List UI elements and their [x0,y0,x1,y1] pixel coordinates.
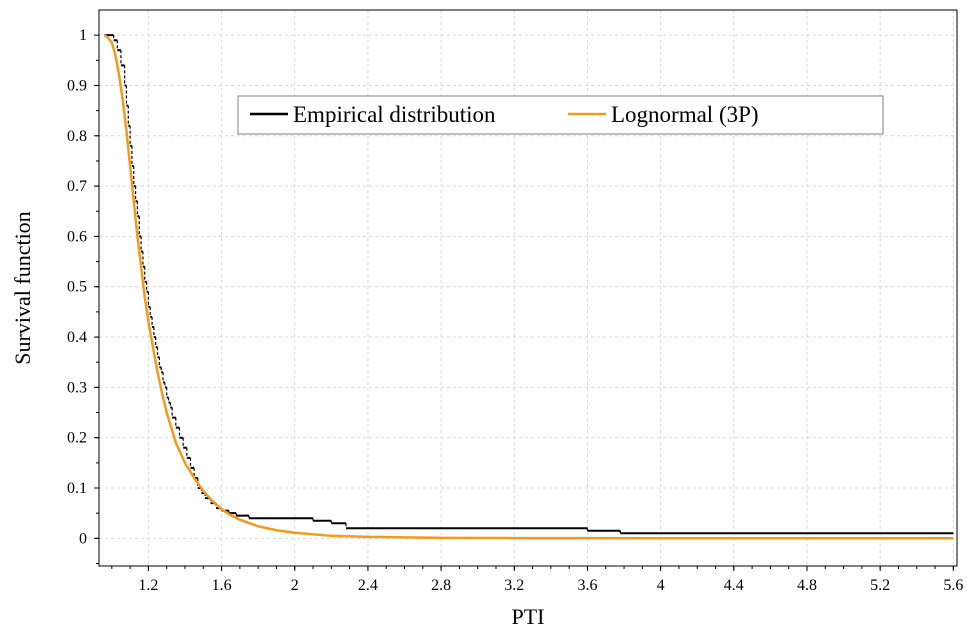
y-tick-label: 0.5 [67,279,87,296]
legend-label-lognormal: Lognormal (3P) [611,102,759,127]
x-tick-label: 2 [291,577,299,594]
x-tick-label: 4.8 [797,577,817,594]
y-tick-label: 0.3 [67,379,87,396]
y-tick-label: 0.4 [67,329,87,346]
x-tick-label: 5.2 [870,577,890,594]
legend-box [237,95,884,135]
x-axis-title: PTI [512,604,545,629]
x-tick-label: 5.6 [943,577,963,594]
x-tick-label: 2.4 [358,577,378,594]
x-tick-labels: 1.2 1.6 2 2.4 2.8 3.2 3.6 4 4.4 4.8 5.2 5.6 [138,577,963,594]
y-tick-label: 0.9 [67,77,87,94]
empirical-step-horizontal [104,34,954,535]
y-tick-label: 1 [79,27,87,44]
y-tick-label: 0 [79,530,87,547]
x-tick-label: 4 [657,577,665,594]
legend: Empirical distribution Lognormal (3P) [237,95,884,135]
y-tick-label: 0.8 [67,128,87,145]
y-tick-label: 0.7 [67,178,87,195]
plot-series [103,34,954,540]
x-tick-label: 4.4 [724,577,744,594]
lognormal-curve [103,34,954,540]
x-tick-label: 3.6 [577,577,597,594]
grid [99,10,957,566]
plot-frame [98,9,958,567]
x-tick-label: 3.2 [504,577,524,594]
legend-label-empirical: Empirical distribution [293,102,496,127]
y-tick-label: 0.2 [67,430,87,447]
y-tick-label: 0.1 [67,480,87,497]
y-tick-labels: 0 0.1 0.2 0.3 0.4 0.5 0.6 0.7 0.8 0.9 1 [67,27,87,547]
y-tick-label: 0.6 [67,228,87,245]
x-tick-label: 2.8 [431,577,451,594]
x-tick-label: 1.2 [138,577,158,594]
axis-ticks [94,34,954,571]
y-axis-title: Survival function [10,211,35,364]
x-tick-label: 1.6 [212,577,232,594]
